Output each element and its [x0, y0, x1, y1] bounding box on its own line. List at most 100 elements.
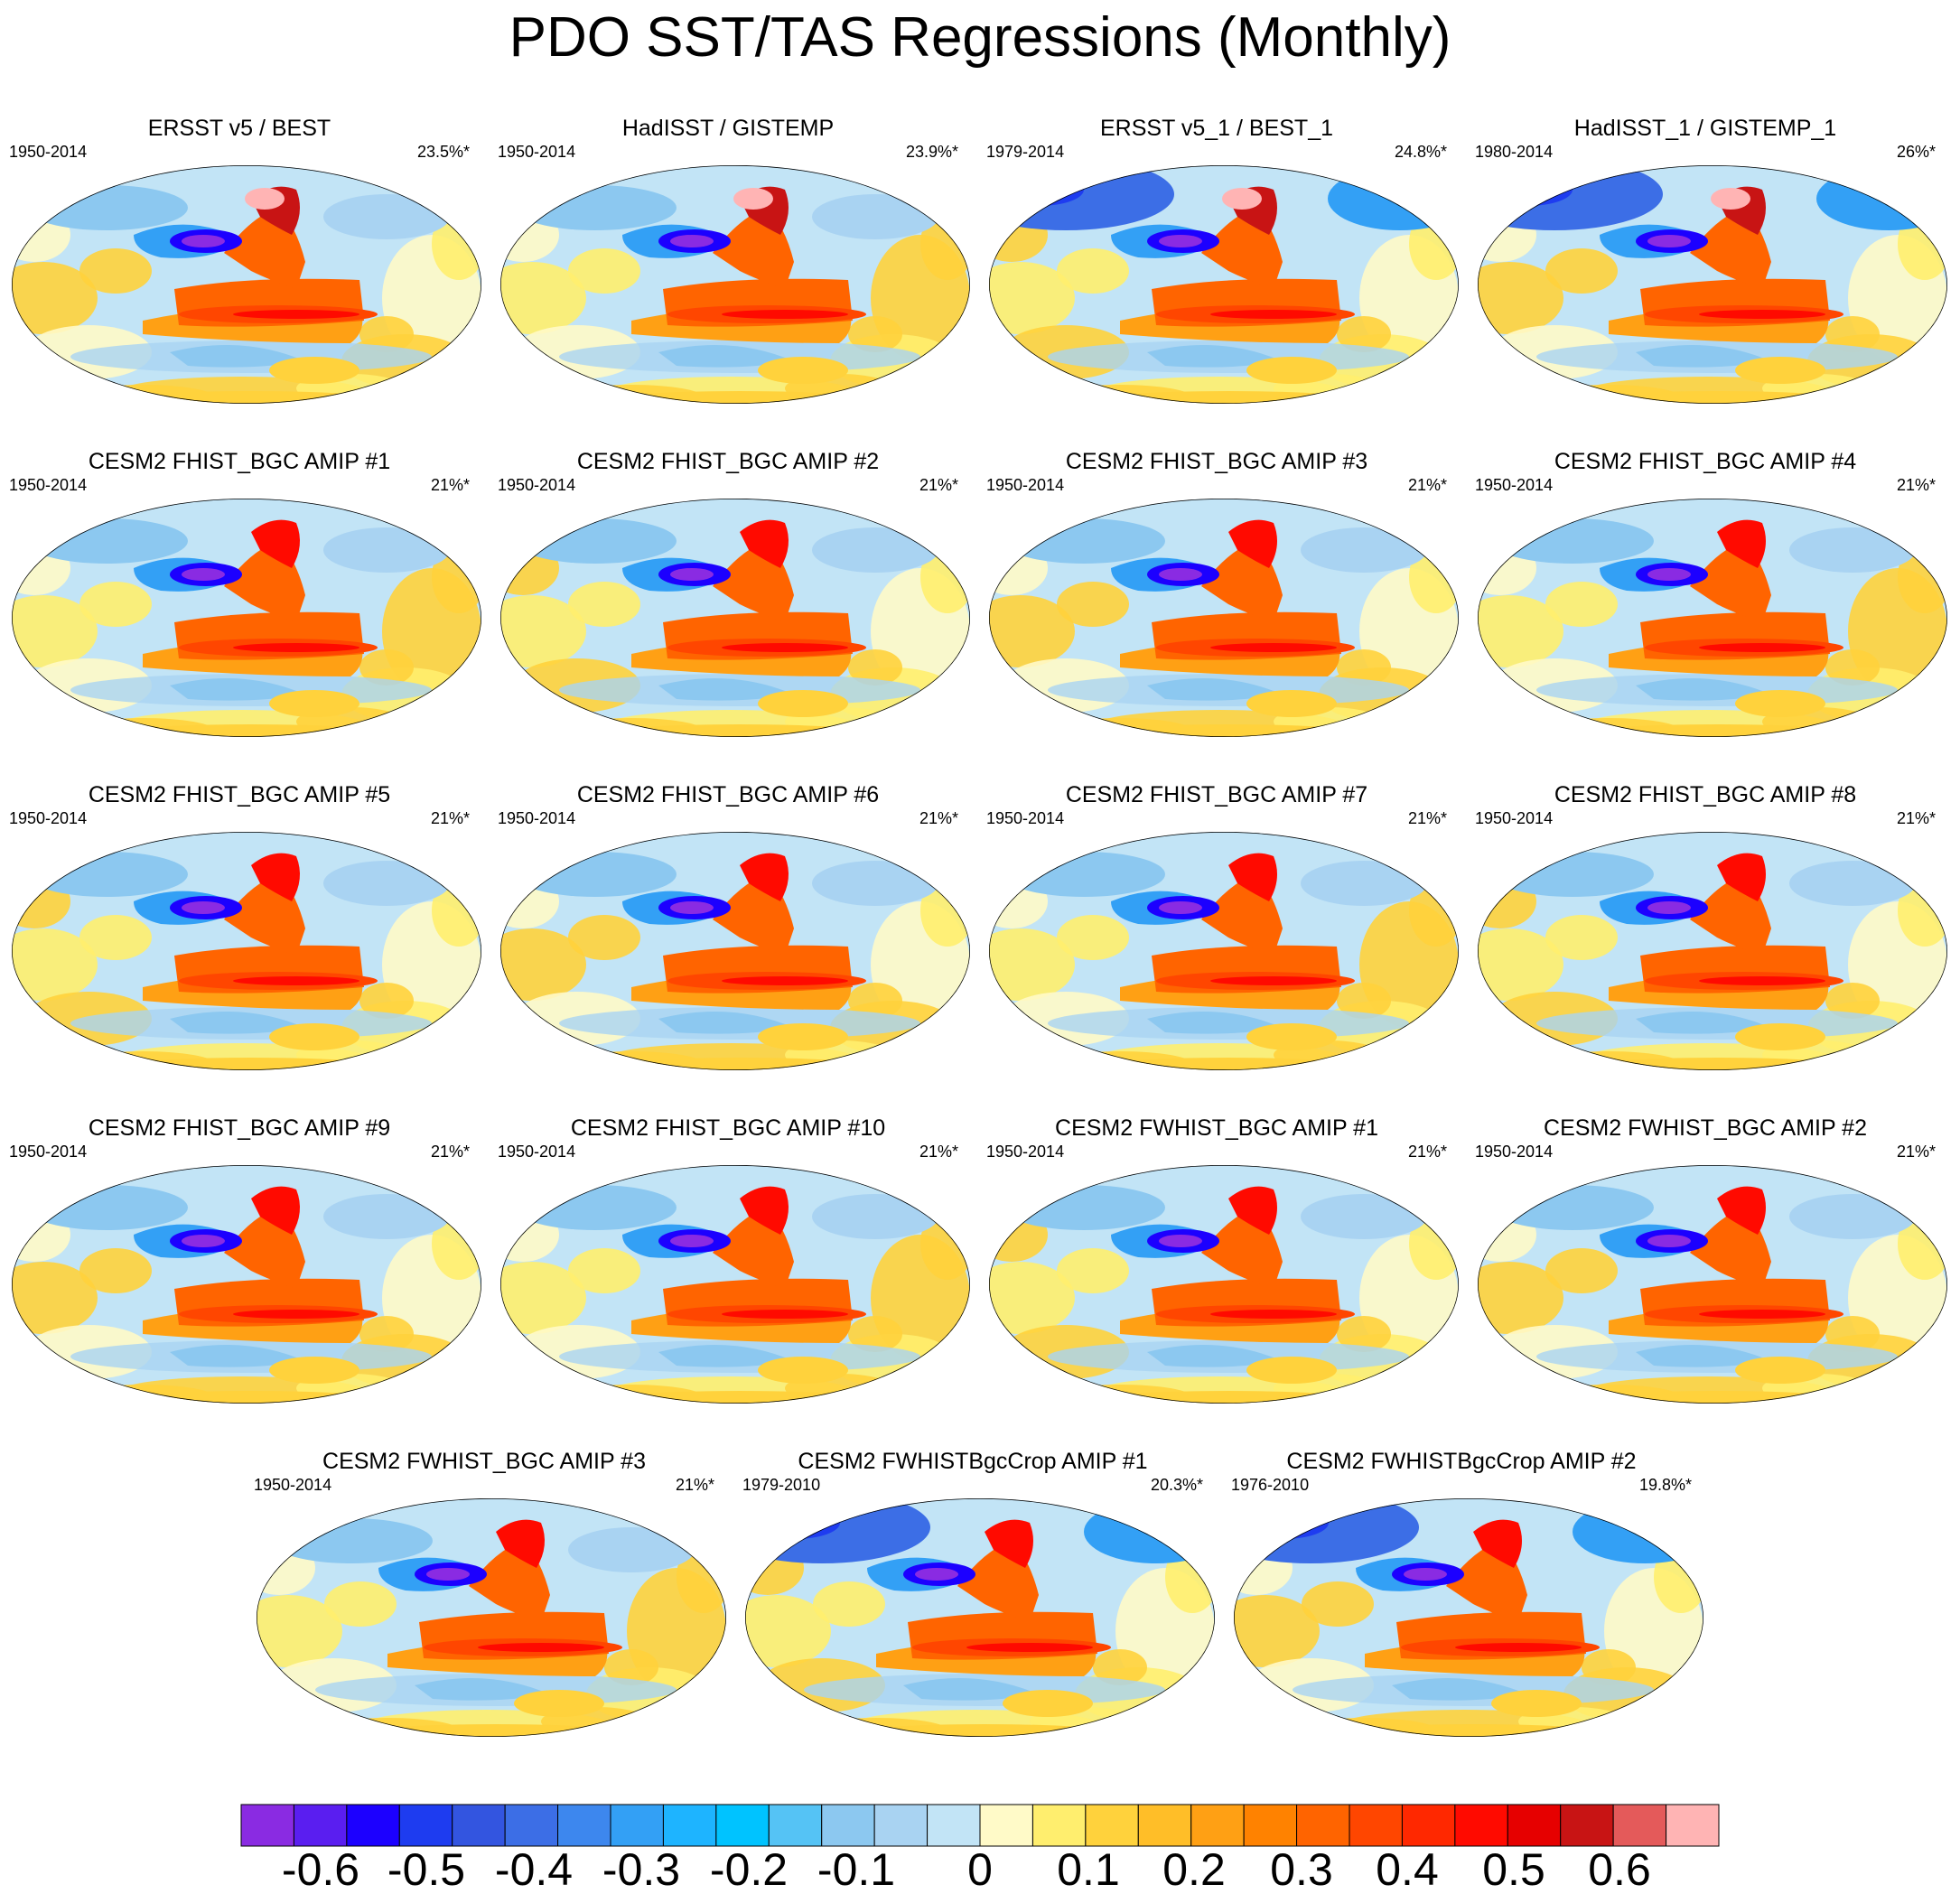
panel-title: CESM2 FWHIST_BGC AMIP #2 — [1544, 1115, 1867, 1141]
panel-1: ERSST v5 / BEST 1950-2014 23.5%* — [0, 116, 481, 450]
panel-period: 1950-2014 — [498, 143, 576, 161]
panel-period: 1950-2014 — [498, 1143, 576, 1161]
map-16 — [1478, 1165, 1947, 1404]
panel-14: CESM2 FHIST_BGC AMIP #10 1950-2014 21%* — [489, 1115, 970, 1450]
panel-2: HadISST / GISTEMP 1950-2014 23.9%* — [489, 116, 970, 450]
panel-title: CESM2 FHIST_BGC AMIP #9 — [88, 1115, 391, 1141]
panel-period: 1950-2014 — [9, 1143, 88, 1161]
chart-title: PDO SST/TAS Regressions (Monthly) — [509, 6, 1451, 69]
map-1 — [12, 165, 481, 404]
colorbar-swatch — [610, 1804, 664, 1847]
panel-title: CESM2 FWHIST_BGC AMIP #3 — [322, 1449, 646, 1474]
map-5 — [12, 499, 481, 737]
map-13 — [12, 1165, 481, 1404]
colorbar-tick-label: 0.1 — [1057, 1844, 1120, 1895]
colorbar-tick-label: 0.5 — [1482, 1844, 1545, 1895]
panel-variance: 21%* — [430, 476, 470, 494]
colorbar-swatch — [557, 1804, 611, 1847]
colorbar-swatch — [452, 1804, 506, 1847]
panel-variance: 21%* — [1896, 1143, 1936, 1161]
panel-18: CESM2 FWHISTBgcCrop AMIP #1 1979-2010 20.3… — [733, 1449, 1215, 1783]
panel-variance: 21%* — [675, 1476, 714, 1494]
panel-title: CESM2 FWHISTBgcCrop AMIP #1 — [798, 1449, 1148, 1474]
panel-variance: 21%* — [1407, 809, 1447, 827]
panel-variance: 26%* — [1896, 143, 1936, 161]
colorbar-tick-label: 0.6 — [1588, 1844, 1651, 1895]
map-17 — [257, 1498, 726, 1737]
panel-variance: 21%* — [919, 1143, 958, 1161]
panel-period: 1980-2014 — [1475, 143, 1554, 161]
panel-15: CESM2 FWHIST_BGC AMIP #1 1950-2014 21%* — [977, 1115, 1459, 1450]
panel-title: HadISST / GISTEMP — [621, 116, 835, 141]
map-10 — [500, 832, 970, 1070]
panel-period: 1979-2010 — [742, 1476, 821, 1494]
colorbar-tick-label: -0.2 — [709, 1844, 789, 1895]
panel-19: CESM2 FWHISTBgcCrop AMIP #2 1976-2010 19.8… — [1222, 1449, 1703, 1783]
colorbar-swatch — [1031, 1804, 1087, 1847]
colorbar-tick-label: -0.5 — [387, 1844, 466, 1895]
panel-title: CESM2 FHIST_BGC AMIP #5 — [88, 782, 391, 807]
panel-period: 1950-2014 — [9, 809, 88, 827]
panel-period: 1950-2014 — [1475, 809, 1554, 827]
panel-title: ERSST v5 / BEST — [147, 116, 331, 141]
panel-variance: 21%* — [430, 809, 470, 827]
colorbar-swatch — [398, 1804, 453, 1847]
colorbar-swatch — [662, 1804, 717, 1847]
panel-period: 1950-2014 — [498, 809, 576, 827]
panel-title: CESM2 FHIST_BGC AMIP #10 — [570, 1115, 886, 1141]
map-14 — [500, 1165, 970, 1404]
panel-variance: 21%* — [1896, 476, 1936, 494]
panel-variance: 21%* — [1896, 809, 1936, 827]
colorbar-swatch — [1137, 1804, 1192, 1847]
map-4 — [1478, 165, 1947, 404]
panel-4: HadISST_1 / GISTEMP_1 1980-2014 26%* — [1466, 116, 1947, 450]
panel-5: CESM2 FHIST_BGC AMIP #1 1950-2014 21%* — [0, 449, 481, 783]
panel-title: CESM2 FHIST_BGC AMIP #1 — [88, 449, 391, 474]
colorbar-tick-label: -0.1 — [817, 1844, 896, 1895]
panel-variance: 20.3%* — [1150, 1476, 1203, 1494]
panel-period: 1950-2014 — [9, 476, 88, 494]
colorbar-tick-label: -0.3 — [602, 1844, 681, 1895]
panel-period: 1976-2010 — [1231, 1476, 1310, 1494]
panel-6: CESM2 FHIST_BGC AMIP #2 1950-2014 21%* — [489, 449, 970, 783]
colorbar-swatch — [1190, 1804, 1245, 1847]
map-6 — [500, 499, 970, 737]
colorbar-swatch — [1085, 1804, 1139, 1847]
map-8 — [1478, 499, 1947, 737]
colorbar-tick-label: -0.4 — [494, 1844, 574, 1895]
panel-17: CESM2 FWHIST_BGC AMIP #3 1950-2014 21%* — [245, 1449, 726, 1783]
panel-10: CESM2 FHIST_BGC AMIP #6 1950-2014 21%* — [489, 782, 970, 1116]
panel-variance: 21%* — [919, 476, 958, 494]
panel-period: 1950-2014 — [1475, 476, 1554, 494]
panel-title: CESM2 FHIST_BGC AMIP #3 — [1065, 449, 1368, 474]
panel-period: 1950-2014 — [986, 476, 1065, 494]
panel-3: ERSST v5_1 / BEST_1 1979-2014 24.8%* — [977, 116, 1459, 450]
colorbar-swatch — [1243, 1804, 1298, 1847]
panel-title: HadISST_1 / GISTEMP_1 — [1573, 116, 1837, 141]
map-9 — [12, 832, 481, 1070]
panel-title: CESM2 FWHIST_BGC AMIP #1 — [1055, 1115, 1378, 1141]
panel-variance: 19.8%* — [1638, 1476, 1692, 1494]
map-11 — [989, 832, 1459, 1070]
colorbar-swatch — [1666, 1804, 1720, 1847]
map-3 — [989, 165, 1459, 404]
colorbar-tick-label: 0.4 — [1376, 1844, 1439, 1895]
colorbar-swatch — [1560, 1804, 1614, 1847]
colorbar-swatch — [346, 1804, 400, 1847]
panel-title: CESM2 FHIST_BGC AMIP #6 — [576, 782, 880, 807]
panel-title: ERSST v5_1 / BEST_1 — [1100, 116, 1333, 141]
panel-8: CESM2 FHIST_BGC AMIP #4 1950-2014 21%* — [1466, 449, 1947, 783]
colorbar-swatch — [293, 1804, 348, 1847]
colorbar-swatch — [1296, 1804, 1350, 1847]
colorbar-swatch — [768, 1804, 823, 1847]
panel-period: 1950-2014 — [986, 809, 1065, 827]
colorbar-swatch — [1612, 1804, 1667, 1847]
panel-title: CESM2 FWHISTBgcCrop AMIP #2 — [1286, 1449, 1637, 1474]
colorbar-swatch — [504, 1804, 559, 1847]
colorbar-swatch — [927, 1804, 981, 1847]
panel-period: 1950-2014 — [498, 476, 576, 494]
map-12 — [1478, 832, 1947, 1070]
colorbar-swatch — [240, 1804, 294, 1847]
colorbar-swatch — [1401, 1804, 1456, 1847]
panel-variance: 21%* — [919, 809, 958, 827]
